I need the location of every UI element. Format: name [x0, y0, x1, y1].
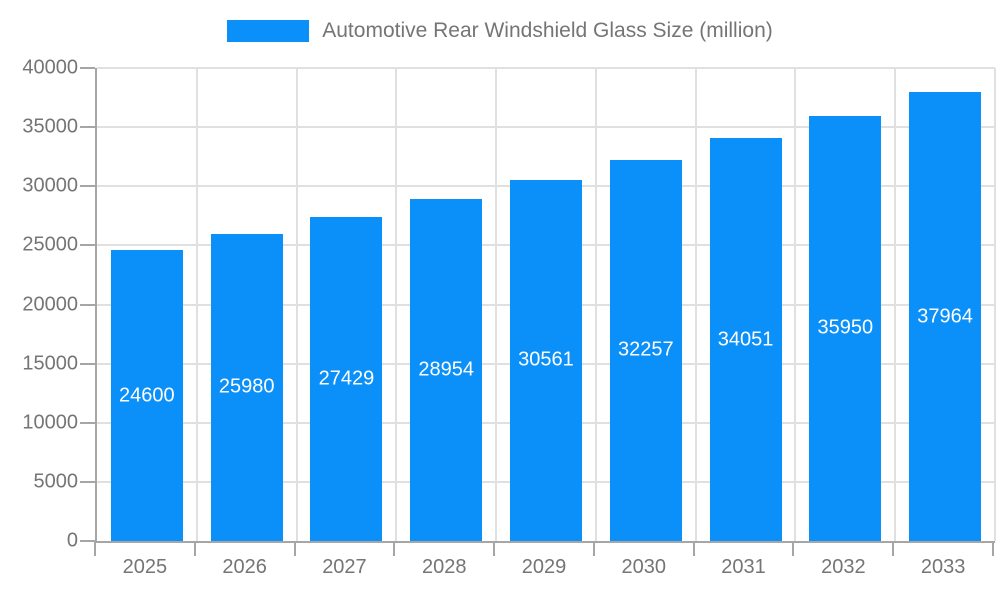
x-axis-category-label: 2033 [920, 556, 966, 578]
y-axis-tick-label: 15000 [22, 352, 78, 375]
y-axis-tick-label: 35000 [22, 115, 78, 138]
x-axis-tick [892, 541, 895, 556]
gridline-vertical [295, 68, 298, 541]
legend-label: Automotive Rear Windshield Glass Size (m… [322, 19, 773, 42]
bar: 25980 [210, 233, 283, 541]
gridline-vertical [994, 68, 996, 541]
bar: 27429 [310, 216, 383, 541]
x-axis-ticks [94, 541, 994, 556]
gridline-horizontal [97, 67, 995, 69]
bar: 34051 [709, 138, 782, 541]
y-axis-tick [80, 540, 95, 542]
x-axis-tick [293, 541, 296, 556]
x-axis-category-label: 2025 [122, 556, 168, 578]
gridline-vertical [794, 68, 797, 541]
bar-value-label: 27429 [318, 367, 375, 390]
bar: 35950 [809, 115, 882, 541]
bar-value-label: 37964 [917, 305, 973, 328]
y-axis-tick [80, 185, 95, 188]
y-axis-tick-label: 20000 [22, 293, 78, 315]
x-axis-tick [493, 541, 496, 556]
x-axis-tick [592, 541, 595, 556]
bar-value-label: 32257 [617, 338, 674, 361]
chart-legend[interactable]: Automotive Rear Windshield Glass Size (m… [0, 14, 1000, 48]
gridline-vertical [894, 68, 897, 541]
bar: 30561 [509, 179, 583, 541]
x-axis-category-label: 2027 [322, 556, 367, 578]
y-axis-tick [80, 362, 95, 365]
bar-value-label: 25980 [218, 375, 275, 398]
bar: 28954 [410, 198, 483, 541]
x-axis-labels: 2025 2026 2027 2028 2029 2030 2031 2032 2033 [95, 556, 993, 586]
bar: 24600 [110, 250, 183, 541]
bar: 32257 [609, 159, 682, 541]
y-axis-tick [80, 126, 95, 129]
x-axis-tick [792, 541, 795, 556]
y-axis-tick-label: 30000 [22, 174, 78, 197]
x-axis-tick [393, 541, 396, 556]
plot-area: 24600 25980 27429 28954 30561 32257 34051 35950… [95, 67, 996, 543]
y-axis-tick-label: 40000 [22, 56, 78, 79]
x-axis-category-label: 2030 [621, 556, 667, 578]
x-axis-tick [992, 541, 994, 556]
bar-value-label: 24600 [119, 384, 175, 407]
gridline-vertical [694, 68, 697, 541]
y-axis-tick [80, 67, 95, 69]
x-axis-category-label: 2028 [421, 556, 467, 578]
y-axis-tick-label: 0 [66, 529, 78, 552]
y-axis-tick-label: 5000 [33, 470, 79, 493]
y-axis-tick-label: 10000 [22, 411, 78, 434]
legend-swatch [227, 20, 310, 42]
x-axis-tick [692, 541, 695, 556]
y-axis-tick [80, 480, 95, 483]
y-axis-tick [80, 303, 95, 306]
x-axis-tick [94, 541, 96, 556]
bar-value-label: 30561 [518, 348, 574, 371]
bar-value-label: 34051 [717, 328, 774, 351]
bar-value-label: 35950 [817, 316, 874, 339]
x-axis-tick [193, 541, 196, 556]
gridline-vertical [495, 68, 498, 541]
gridline-vertical [395, 68, 398, 541]
x-axis-category-label: 2031 [721, 556, 766, 578]
x-axis-category-label: 2026 [222, 556, 267, 578]
y-axis-tick-label: 25000 [22, 233, 78, 256]
y-axis-ticks [80, 67, 95, 542]
x-axis-category-label: 2032 [821, 556, 866, 578]
gridline-vertical [594, 68, 597, 541]
y-axis-labels: 0 5000 10000 15000 20000 25000 30000 35000 40000 [0, 57, 79, 552]
bar: 37964 [909, 92, 982, 541]
gridline-horizontal [97, 126, 995, 129]
y-axis-tick [80, 421, 95, 424]
x-axis-category-label: 2029 [521, 556, 567, 578]
y-axis-tick [80, 244, 95, 247]
gridline-vertical [195, 68, 198, 541]
bar-value-label: 28954 [418, 358, 475, 381]
